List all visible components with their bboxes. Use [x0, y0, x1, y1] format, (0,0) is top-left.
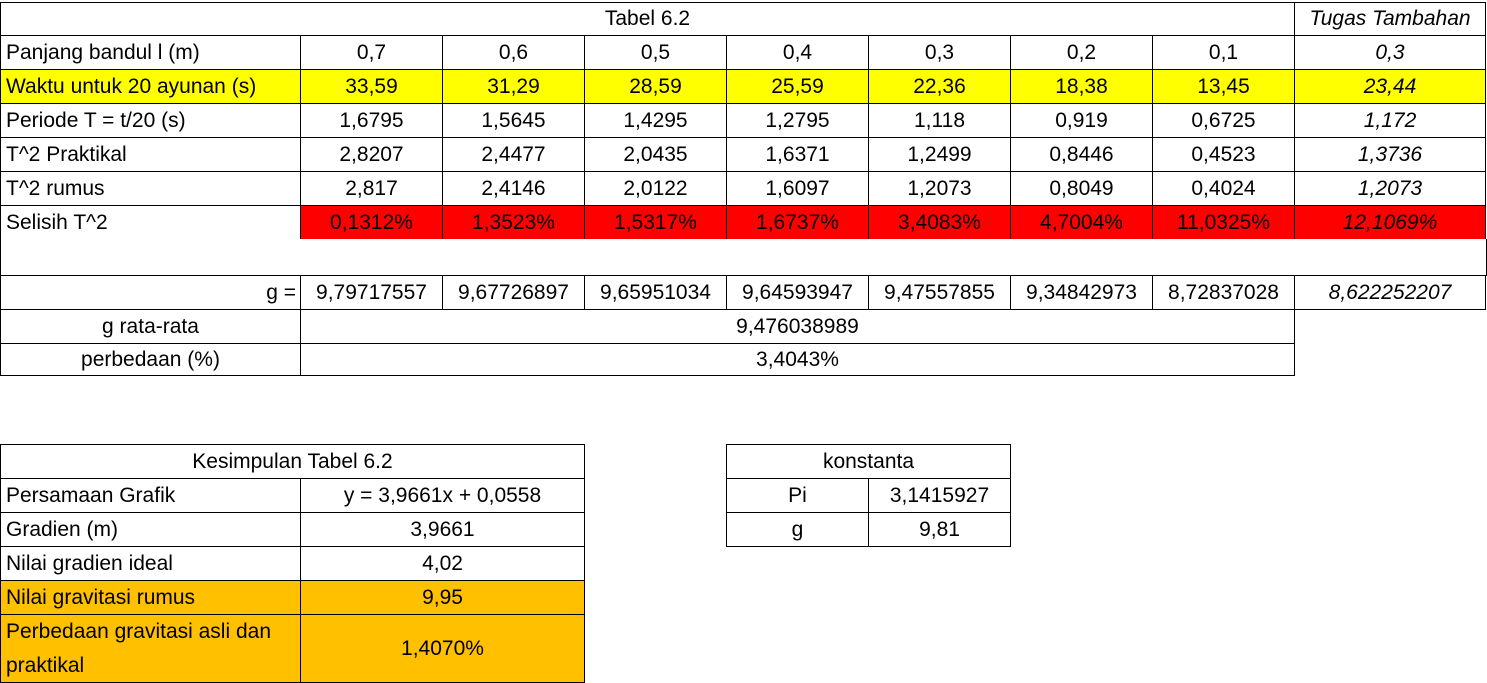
cell-selisih-7[interactable]: 11,0325% — [1152, 205, 1295, 240]
cell-selisih-4[interactable]: 1,6737% — [726, 205, 869, 240]
cell-panjang-extra[interactable]: 0,3 — [1294, 35, 1486, 70]
cell-panjang-5[interactable]: 0,3 — [868, 35, 1011, 70]
cell-periode-extra[interactable]: 1,172 — [1294, 103, 1486, 138]
cell-selisih-1[interactable]: 0,1312% — [300, 205, 443, 240]
cell-t2-rumus-5[interactable]: 1,2073 — [868, 171, 1011, 206]
cell-t2-praktikal-6[interactable]: 0,8446 — [1010, 137, 1153, 172]
perbedaan-value[interactable]: 3,4043% — [300, 343, 1295, 376]
cell-panjang-4[interactable]: 0,4 — [726, 35, 869, 70]
cell-t2-praktikal-3[interactable]: 2,0435 — [584, 137, 727, 172]
kesimpulan-value-gradien[interactable]: 3,9661 — [300, 512, 585, 547]
cell-periode-5[interactable]: 1,118 — [868, 103, 1011, 138]
cell-t2-praktikal-2[interactable]: 2,4477 — [442, 137, 585, 172]
kesimpulan-label-gradien-ideal[interactable]: Nilai gradien ideal — [0, 546, 301, 581]
cell-t2-rumus-extra[interactable]: 1,2073 — [1294, 171, 1486, 206]
g-rata-rata-value[interactable]: 9,476038989 — [300, 309, 1295, 344]
row-label-panjang[interactable]: Panjang bandul l (m) — [0, 35, 301, 70]
cell-waktu-5[interactable]: 22,36 — [868, 69, 1011, 104]
cell-t2-praktikal-5[interactable]: 1,2499 — [868, 137, 1011, 172]
kesimpulan-label-gravitasi-rumus[interactable]: Nilai gravitasi rumus — [0, 580, 301, 615]
kesimpulan-value-gravitasi-rumus[interactable]: 9,95 — [300, 580, 585, 615]
cell-selisih-3[interactable]: 1,5317% — [584, 205, 727, 240]
g-value-3[interactable]: 9,65951034 — [584, 275, 727, 310]
kesimpulan-title[interactable]: Kesimpulan Tabel 6.2 — [0, 444, 585, 479]
g-value-6[interactable]: 9,34842973 — [1010, 275, 1153, 310]
cell-t2-rumus-2[interactable]: 2,4146 — [442, 171, 585, 206]
empty-row[interactable] — [0, 239, 1487, 276]
cell-t2-rumus-4[interactable]: 1,6097 — [726, 171, 869, 206]
g-value-5[interactable]: 9,47557855 — [868, 275, 1011, 310]
row-label-waktu[interactable]: Waktu untuk 20 ayunan (s) — [0, 69, 301, 104]
tugas-tambahan-title[interactable]: Tugas Tambahan — [1294, 2, 1486, 36]
konstanta-title[interactable]: konstanta — [726, 444, 1011, 479]
cell-waktu-4[interactable]: 25,59 — [726, 69, 869, 104]
row-label-t2-praktikal[interactable]: T^2 Praktikal — [0, 137, 301, 172]
cell-periode-6[interactable]: 0,919 — [1010, 103, 1153, 138]
kesimpulan-label-gradien[interactable]: Gradien (m) — [0, 512, 301, 547]
cell-periode-7[interactable]: 0,6725 — [1152, 103, 1295, 138]
kesimpulan-label-perbedaan[interactable]: Perbedaan gravitasi asli dan praktikal — [0, 614, 301, 683]
cell-waktu-7[interactable]: 13,45 — [1152, 69, 1295, 104]
konstanta-value-g[interactable]: 9,81 — [868, 512, 1011, 547]
cell-panjang-7[interactable]: 0,1 — [1152, 35, 1295, 70]
tabel-title[interactable]: Tabel 6.2 — [0, 2, 1295, 36]
kesimpulan-value-persamaan[interactable]: y = 3,9661x + 0,0558 — [300, 478, 585, 513]
g-value-extra[interactable]: 8,622252207 — [1294, 275, 1486, 310]
cell-t2-rumus-3[interactable]: 2,0122 — [584, 171, 727, 206]
kesimpulan-value-perbedaan[interactable]: 1,4070% — [300, 614, 585, 683]
g-rata-rata-label[interactable]: g rata-rata — [0, 309, 301, 344]
perbedaan-label[interactable]: perbedaan (%) — [0, 343, 301, 376]
cell-t2-praktikal-4[interactable]: 1,6371 — [726, 137, 869, 172]
row-label-selisih[interactable]: Selisih T^2 — [0, 205, 301, 240]
cell-waktu-2[interactable]: 31,29 — [442, 69, 585, 104]
cell-t2-rumus-1[interactable]: 2,817 — [300, 171, 443, 206]
g-label[interactable]: g = — [0, 275, 301, 310]
cell-periode-4[interactable]: 1,2795 — [726, 103, 869, 138]
cell-panjang-3[interactable]: 0,5 — [584, 35, 727, 70]
row-label-t2-rumus[interactable]: T^2 rumus — [0, 171, 301, 206]
cell-selisih-6[interactable]: 4,7004% — [1010, 205, 1153, 240]
cell-periode-3[interactable]: 1,4295 — [584, 103, 727, 138]
cell-periode-1[interactable]: 1,6795 — [300, 103, 443, 138]
row-label-periode[interactable]: Periode T = t/20 (s) — [0, 103, 301, 138]
cell-waktu-3[interactable]: 28,59 — [584, 69, 727, 104]
cell-selisih-extra[interactable]: 12,1069% — [1294, 205, 1486, 240]
cell-periode-2[interactable]: 1,5645 — [442, 103, 585, 138]
cell-t2-rumus-6[interactable]: 0,8049 — [1010, 171, 1153, 206]
cell-waktu-6[interactable]: 18,38 — [1010, 69, 1153, 104]
g-value-1[interactable]: 9,79717557 — [300, 275, 443, 310]
g-value-7[interactable]: 8,72837028 — [1152, 275, 1295, 310]
cell-t2-praktikal-7[interactable]: 0,4523 — [1152, 137, 1295, 172]
cell-selisih-2[interactable]: 1,3523% — [442, 205, 585, 240]
cell-selisih-5[interactable]: 3,4083% — [868, 205, 1011, 240]
cell-t2-praktikal-extra[interactable]: 1,3736 — [1294, 137, 1486, 172]
cell-panjang-2[interactable]: 0,6 — [442, 35, 585, 70]
konstanta-label-g[interactable]: g — [726, 512, 869, 547]
g-value-2[interactable]: 9,67726897 — [442, 275, 585, 310]
cell-waktu-1[interactable]: 33,59 — [300, 69, 443, 104]
konstanta-value-pi[interactable]: 3,1415927 — [868, 478, 1011, 513]
cell-panjang-6[interactable]: 0,2 — [1010, 35, 1153, 70]
cell-panjang-1[interactable]: 0,7 — [300, 35, 443, 70]
kesimpulan-label-persamaan[interactable]: Persamaan Grafik — [0, 478, 301, 513]
konstanta-label-pi[interactable]: Pi — [726, 478, 869, 513]
g-value-4[interactable]: 9,64593947 — [726, 275, 869, 310]
cell-t2-praktikal-1[interactable]: 2,8207 — [300, 137, 443, 172]
cell-waktu-extra[interactable]: 23,44 — [1294, 69, 1486, 104]
cell-t2-rumus-7[interactable]: 0,4024 — [1152, 171, 1295, 206]
kesimpulan-value-gradien-ideal[interactable]: 4,02 — [300, 546, 585, 581]
